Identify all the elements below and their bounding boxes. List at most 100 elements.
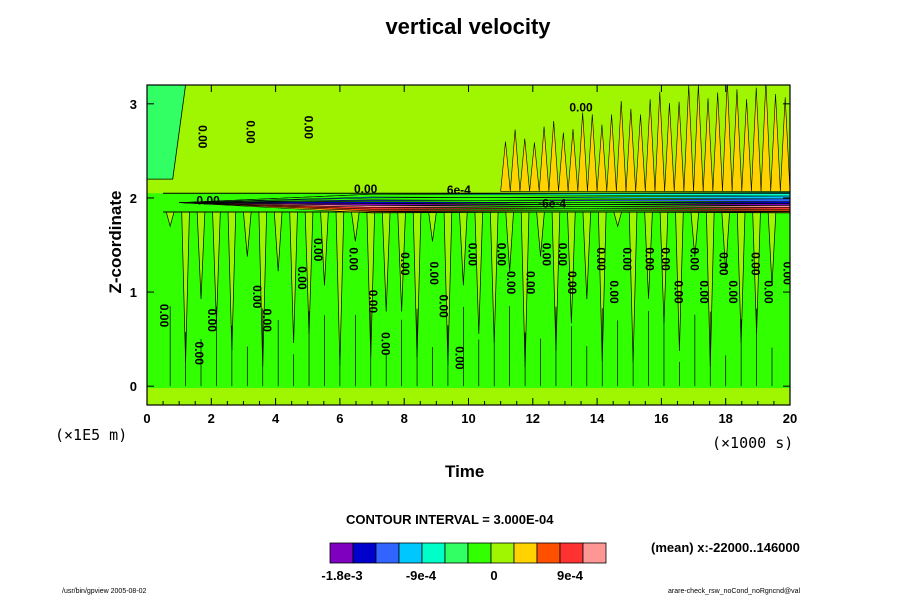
contour-label: 0.00 <box>494 243 508 267</box>
x-tick-label: 0 <box>143 411 150 426</box>
colorbar-cell <box>329 542 354 564</box>
y-unit-label: (×1E5 m) <box>55 426 128 444</box>
field-upper-spike <box>654 91 665 192</box>
y-tick-label: 3 <box>130 97 137 112</box>
field-upper-spike <box>529 142 540 192</box>
x-tick-label: 14 <box>590 411 605 426</box>
colorbar-cell <box>490 542 515 564</box>
contour-label: 0.00 <box>195 125 209 149</box>
contour-label: 0.00 <box>687 247 701 271</box>
contour-label: 0.00 <box>379 332 393 356</box>
contour-label: 0.00 <box>748 252 762 276</box>
contour-label: 0.00 <box>539 243 553 267</box>
field-upper-spike <box>731 89 743 192</box>
colorbar-cell <box>375 542 400 564</box>
field-upper <box>147 85 790 194</box>
field-upper-spike <box>577 112 588 192</box>
y-tick-label: 1 <box>130 285 137 300</box>
field-upper-spike <box>741 99 752 192</box>
contour-label: 0.00 <box>466 243 480 267</box>
y-tick-label: 2 <box>130 191 137 206</box>
contour-label: 0.00 <box>250 285 264 309</box>
contour-label: 0.00 <box>157 304 171 328</box>
contour-label: 0.00 <box>761 280 775 304</box>
field-upper-spike <box>702 98 714 192</box>
inversion-band <box>179 202 790 214</box>
x-tick-label: 10 <box>461 411 475 426</box>
colorbar-tick-label: 0 <box>490 568 498 583</box>
contour-label: 0.00 <box>569 100 593 114</box>
colorbar-cell <box>352 542 377 564</box>
contour-label: 6e-4 <box>447 183 471 197</box>
contour-label: 0.00 <box>302 116 316 140</box>
y-axis-title: Z-coordinate <box>106 190 125 294</box>
field-upper-spike <box>567 129 579 192</box>
contour-label: 0.00 <box>196 194 220 208</box>
contour-label: 0.00 <box>642 247 656 271</box>
field-upper-spike <box>770 94 781 192</box>
x-unit-label: (×1000 s) <box>712 434 794 452</box>
field-top-band <box>147 85 790 100</box>
x-tick-label: 18 <box>718 411 732 426</box>
contour-label: 0.00 <box>594 247 608 271</box>
contour-label: 0.00 <box>398 252 412 276</box>
footer-dataset: arare-check_rsw_noCond_noRgncnd@val <box>668 588 801 595</box>
x-tick-label: 12 <box>526 411 540 426</box>
chart-title: vertical velocity <box>385 14 551 39</box>
contour-label: 0.00 <box>260 309 274 333</box>
field-upper-spike <box>664 102 675 192</box>
inversion-band <box>179 195 790 203</box>
contour-label: 0.00 <box>523 271 537 295</box>
contour-label: 0.00 <box>716 252 730 276</box>
field-upper-spike <box>519 138 530 192</box>
field-upper-spike <box>780 97 790 192</box>
colorbar-cell <box>398 542 423 564</box>
colorbar-cell <box>559 542 584 564</box>
x-tick-label: 2 <box>208 411 215 426</box>
contour-label: -6e-4 <box>538 196 566 210</box>
contour-label: 0.00 <box>354 182 378 196</box>
field-bottom-band <box>147 388 790 405</box>
field-upper-spike <box>635 114 646 192</box>
colorbar-tick-label: 9e-4 <box>556 568 584 583</box>
contour-label: 0.00 <box>347 247 361 271</box>
x-axis-title: Time <box>445 462 485 481</box>
contour-label: 0.00 <box>671 280 685 304</box>
colorbar-cell <box>536 542 561 564</box>
field-upper-spike <box>548 120 559 192</box>
footer-command: /usr/bin/gpview 2005-08-02 <box>62 588 147 595</box>
mean-range-label: (mean) x:-22000..146000 <box>651 540 800 555</box>
colorbar-tick-label: -9e-4 <box>405 568 437 583</box>
field-upper-spike <box>683 85 694 192</box>
colorbar-tick-label: -1.8e-3 <box>321 568 363 583</box>
field-upper-spike <box>500 141 511 192</box>
y-tick-label: 0 <box>130 379 137 394</box>
field-upper-spike <box>606 114 617 192</box>
colorbar-cell <box>582 542 607 564</box>
field-upper-spike <box>616 100 627 192</box>
contour-label: 0.00 <box>607 280 621 304</box>
field-upper-spike <box>760 85 772 192</box>
inversion-band <box>179 192 790 203</box>
contour-label: 0.00 <box>620 247 634 271</box>
field-upper-spike <box>587 114 598 192</box>
field-upper-spike <box>596 124 608 192</box>
contour-label: 0.00 <box>311 238 325 262</box>
field-upper-spike <box>645 99 656 192</box>
contour-label: 0.00 <box>726 280 740 304</box>
inversion-band <box>179 198 790 203</box>
contour-label: 0.00 <box>697 280 711 304</box>
x-tick-label: 4 <box>272 411 280 426</box>
field-upper-spike <box>509 129 521 192</box>
contour-label: 0.00 <box>205 309 219 333</box>
contour-label: 0.00 <box>366 290 380 314</box>
contour-label: 0.00 <box>427 262 441 286</box>
contour-label: 0.00 <box>192 342 206 366</box>
contour-label: 0.00 <box>437 294 451 318</box>
contour-label: 0.00 <box>565 271 579 295</box>
contour-label: 0.00 <box>658 247 672 271</box>
field-upper-spike <box>722 85 733 192</box>
contour-label: 0.00 <box>781 262 795 286</box>
field-upper-spike <box>693 85 704 192</box>
